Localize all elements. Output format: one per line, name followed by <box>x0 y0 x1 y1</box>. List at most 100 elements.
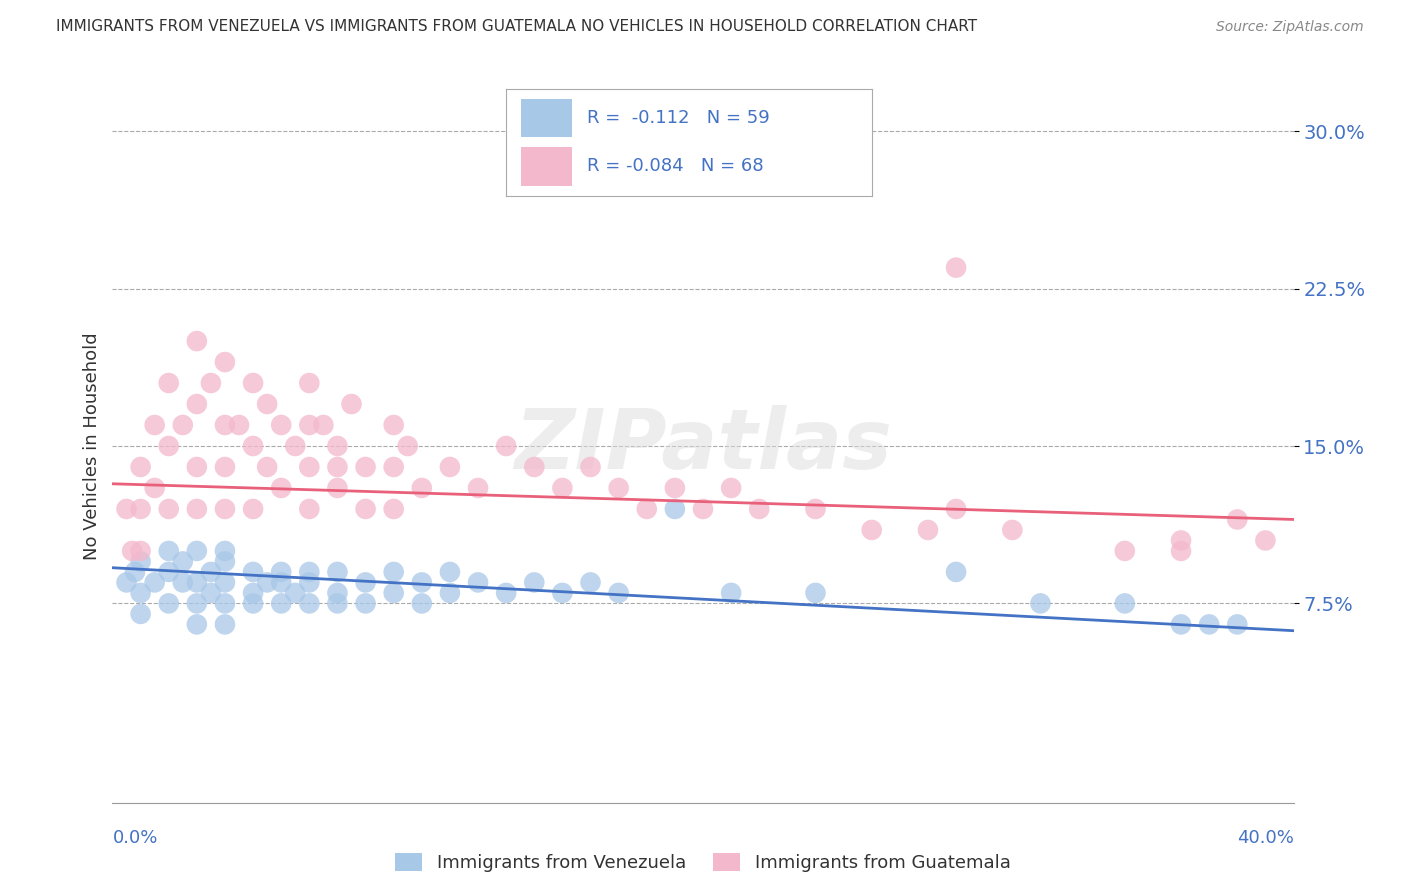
Point <box>298 565 321 579</box>
Point <box>172 575 194 590</box>
Point <box>242 565 264 579</box>
Point <box>664 502 686 516</box>
Point <box>326 565 349 579</box>
Point <box>382 565 405 579</box>
Point <box>411 596 433 610</box>
Point <box>340 397 363 411</box>
Point <box>326 586 349 600</box>
Point <box>1170 533 1192 548</box>
Point <box>523 460 546 475</box>
Point <box>945 502 967 516</box>
Point <box>382 417 405 432</box>
Bar <box>520 99 572 137</box>
Point <box>495 586 517 600</box>
Point <box>396 439 419 453</box>
Point <box>804 502 827 516</box>
Point <box>467 481 489 495</box>
Point <box>664 481 686 495</box>
Point <box>129 586 152 600</box>
Point <box>692 502 714 516</box>
Point <box>200 565 222 579</box>
Point <box>172 417 194 432</box>
Y-axis label: No Vehicles in Household: No Vehicles in Household <box>83 332 101 560</box>
Point <box>579 460 602 475</box>
Point <box>720 586 742 600</box>
Point <box>1114 596 1136 610</box>
Point <box>270 481 292 495</box>
Point <box>121 544 143 558</box>
Point <box>186 596 208 610</box>
Point <box>157 439 180 453</box>
Point <box>157 502 180 516</box>
Point <box>917 523 939 537</box>
Point <box>579 575 602 590</box>
Point <box>228 417 250 432</box>
Point <box>1198 617 1220 632</box>
Point <box>214 502 236 516</box>
Point <box>214 355 236 369</box>
Point <box>157 544 180 558</box>
Point <box>354 460 377 475</box>
Point <box>172 554 194 568</box>
Point <box>214 575 236 590</box>
Point <box>214 617 236 632</box>
Point <box>129 544 152 558</box>
Point <box>298 417 321 432</box>
Point <box>382 460 405 475</box>
Legend: Immigrants from Venezuela, Immigrants from Guatemala: Immigrants from Venezuela, Immigrants fr… <box>388 846 1018 880</box>
Point <box>354 596 377 610</box>
Text: 40.0%: 40.0% <box>1237 829 1294 847</box>
Point <box>607 586 630 600</box>
Point <box>186 334 208 348</box>
Point <box>256 575 278 590</box>
Point <box>1170 544 1192 558</box>
Point <box>186 460 208 475</box>
Point <box>214 596 236 610</box>
Point <box>214 544 236 558</box>
Point <box>382 502 405 516</box>
Point <box>284 439 307 453</box>
Point <box>270 565 292 579</box>
Point <box>354 502 377 516</box>
Point <box>382 586 405 600</box>
Point <box>298 596 321 610</box>
Point <box>411 481 433 495</box>
Point <box>200 586 222 600</box>
Point <box>270 596 292 610</box>
Text: 0.0%: 0.0% <box>112 829 157 847</box>
Point <box>1001 523 1024 537</box>
Text: R = -0.084   N = 68: R = -0.084 N = 68 <box>586 157 763 175</box>
Point <box>129 607 152 621</box>
Text: IMMIGRANTS FROM VENEZUELA VS IMMIGRANTS FROM GUATEMALA NO VEHICLES IN HOUSEHOLD : IMMIGRANTS FROM VENEZUELA VS IMMIGRANTS … <box>56 20 977 34</box>
Point <box>200 376 222 390</box>
Point <box>186 397 208 411</box>
Point <box>607 481 630 495</box>
Point <box>439 565 461 579</box>
Point <box>326 439 349 453</box>
Point <box>115 502 138 516</box>
Point <box>242 439 264 453</box>
Text: Source: ZipAtlas.com: Source: ZipAtlas.com <box>1216 21 1364 34</box>
Point <box>354 575 377 590</box>
Point <box>256 397 278 411</box>
Point <box>439 460 461 475</box>
Point <box>129 460 152 475</box>
Point <box>214 460 236 475</box>
Point <box>256 460 278 475</box>
Point <box>284 586 307 600</box>
Point <box>242 596 264 610</box>
Point <box>186 617 208 632</box>
Point <box>860 523 883 537</box>
Point <box>124 565 146 579</box>
Point <box>143 481 166 495</box>
Point <box>186 575 208 590</box>
Point <box>242 376 264 390</box>
Point <box>270 575 292 590</box>
Point <box>720 481 742 495</box>
Point <box>157 565 180 579</box>
Point <box>467 575 489 590</box>
Point <box>326 481 349 495</box>
Point <box>551 586 574 600</box>
Point <box>1029 596 1052 610</box>
Point <box>551 481 574 495</box>
